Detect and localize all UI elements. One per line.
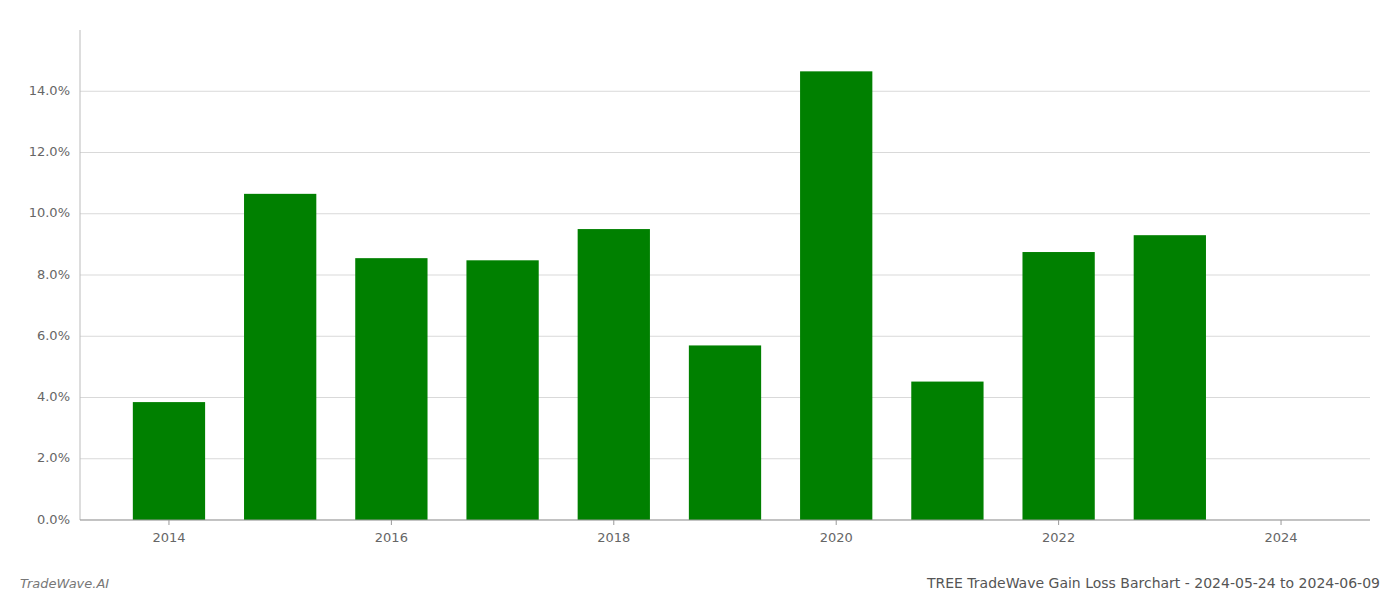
x-axis: 2014 2016 2018 2020 2022 2024 xyxy=(80,520,1370,545)
y-axis: 0.0% 2.0% 4.0% 6.0% 8.0% 10.0% 12.0% 14.0% xyxy=(29,30,80,527)
x-tick xyxy=(836,520,837,525)
x-tick xyxy=(168,520,169,525)
bar xyxy=(1022,252,1094,520)
bar xyxy=(1134,235,1206,520)
y-tick-label: 6.0% xyxy=(37,328,70,343)
x-tick xyxy=(391,520,392,525)
x-tick-label: 2014 xyxy=(152,530,185,545)
title: TREE TradeWave Gain Loss Barchart - 2024… xyxy=(926,575,1380,591)
bar xyxy=(244,194,316,520)
footer-text: TradeWave.AI xyxy=(20,576,109,591)
x-tick xyxy=(613,520,614,525)
x-tick-label: 2018 xyxy=(597,530,630,545)
y-tick-label: 12.0% xyxy=(29,144,70,159)
bar xyxy=(578,229,650,520)
chart-container: 0.0%2.0%4.0%6.0%8.0%10.0%12.0%14.0%20142… xyxy=(0,0,1400,600)
bar xyxy=(800,71,872,520)
grid xyxy=(80,91,1370,520)
y-tick-label: 10.0% xyxy=(29,205,70,220)
grid-line xyxy=(80,520,1370,521)
x-axis-line xyxy=(80,520,1370,521)
bar xyxy=(911,382,983,520)
bar xyxy=(689,345,761,520)
grid-line xyxy=(80,91,1370,92)
y-tick-label: 2.0% xyxy=(37,450,70,465)
y-tick-label: 0.0% xyxy=(37,512,70,527)
x-tick-label: 2024 xyxy=(1264,530,1297,545)
x-tick-label: 2022 xyxy=(1042,530,1075,545)
y-tick-label: 14.0% xyxy=(29,83,70,98)
bar xyxy=(355,258,427,520)
y-tick-label: 8.0% xyxy=(37,267,70,282)
grid-line xyxy=(80,152,1370,153)
bar xyxy=(466,260,538,520)
x-tick xyxy=(1281,520,1282,525)
chart: 0.0%2.0%4.0%6.0%8.0%10.0%12.0%14.0%20142… xyxy=(0,0,1400,600)
x-tick-label: 2020 xyxy=(820,530,853,545)
y-tick-label: 4.0% xyxy=(37,389,70,404)
x-tick-label: 2016 xyxy=(375,530,408,545)
bar xyxy=(133,402,205,520)
y-axis-line xyxy=(80,30,81,520)
x-tick xyxy=(1058,520,1059,525)
bars xyxy=(133,71,1206,520)
